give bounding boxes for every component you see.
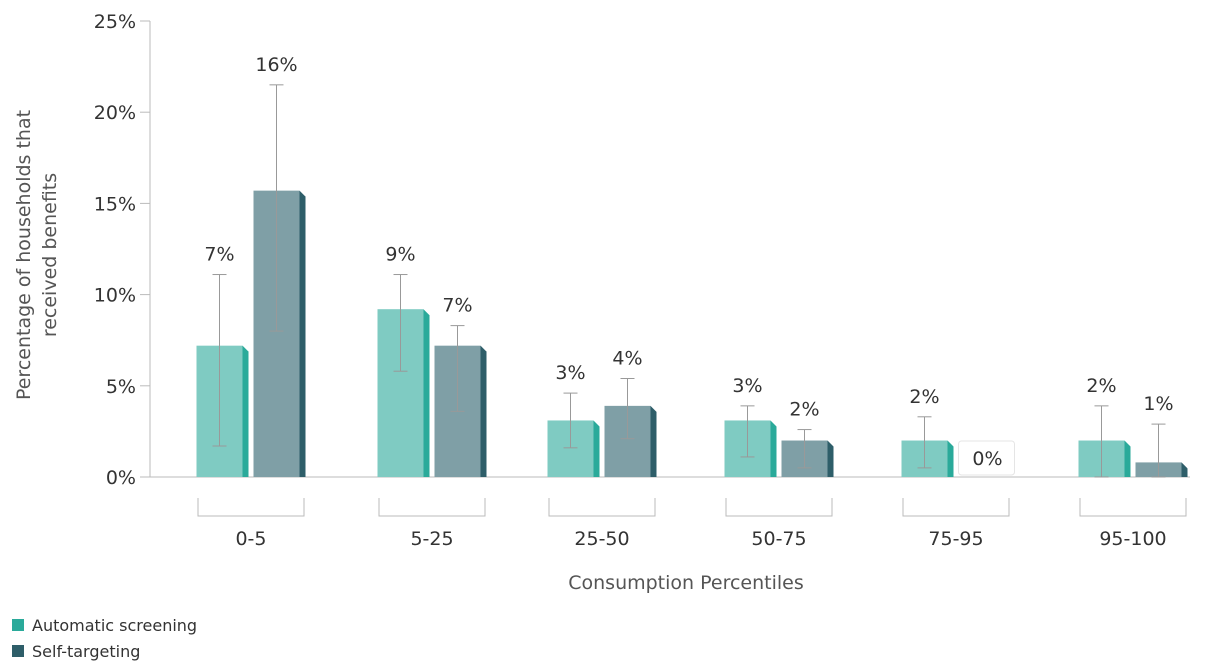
legend-label-self-targeting: Self-targeting [32,641,141,661]
bar-chart: 0% 5% 10% 15% 20% 25% 7% 16% 9% 7% 3% 4% 3% 2% 2% 0% 2%… [13,11,1190,594]
bar-side-self-targeting [650,405,657,477]
x-tick-label: 5-25 [410,528,453,550]
legend: Automatic screening Self-targeting [12,612,197,664]
data-label-self-targeting: 2% [789,399,819,421]
data-label-self-targeting: 4% [612,348,642,370]
data-label-self-targeting: 7% [442,295,472,317]
bar-side-automatic-screening [1124,440,1131,477]
bar-side-automatic-screening [770,420,777,477]
bar-side-automatic-screening [423,309,430,477]
x-tick-label: 50-75 [751,528,806,550]
y-tick-label: 15% [94,193,136,215]
legend-item-automatic-screening: Automatic screening [12,612,197,638]
legend-item-self-targeting: Self-targeting [12,638,197,664]
data-label-automatic-screening: 7% [204,244,234,266]
bar-side-automatic-screening [593,420,600,477]
x-tick-label: 75-95 [928,528,983,550]
bar-side-self-targeting [1181,462,1188,477]
data-label-automatic-screening: 3% [555,362,585,384]
x-axis-title: Consumption Percentiles [568,572,804,594]
bar-side-self-targeting [299,190,306,477]
y-tick-label: 5% [106,376,136,398]
y-axis-title-line-2: received benefits [39,173,61,337]
x-tick-label: 0-5 [235,528,266,550]
y-tick-label: 25% [94,11,136,33]
bar-side-automatic-screening [947,440,954,477]
category-bracket [902,498,1010,517]
category-bracket [378,498,486,517]
data-label-automatic-screening: 9% [385,244,415,266]
bars-group: 7% 16% 9% 7% 3% 4% 3% 2% 2% 0% 2% 1% [196,54,1188,478]
bar-side-self-targeting [480,345,487,477]
legend-label-automatic-screening: Automatic screening [32,615,198,635]
category-bracket [1079,498,1187,517]
legend-swatch-automatic-screening [12,619,24,631]
x-tick-label: 95-100 [1099,528,1166,550]
data-label-self-targeting: 0% [972,448,1002,470]
data-label-automatic-screening: 2% [909,386,939,408]
zero-label-box [958,440,1015,476]
x-tick-label: 25-50 [574,528,629,550]
category-bracket [725,498,833,517]
y-tick-label: 10% [94,285,136,307]
y-axis: 0% 5% 10% 15% 20% 25% [94,11,1190,489]
bar-side-self-targeting [827,440,834,477]
legend-swatch-self-targeting [12,645,24,657]
category-bracket [548,498,656,517]
data-label-automatic-screening: 3% [732,375,762,397]
data-label-automatic-screening: 2% [1086,375,1116,397]
y-tick-label: 20% [94,102,136,124]
data-label-self-targeting: 1% [1143,393,1173,415]
category-bracket [197,498,305,517]
y-axis-title-line-1: Percentage of households that [13,110,35,400]
x-axis: 0-5 5-25 25-50 50-75 75-95 95-100 [197,498,1187,550]
y-tick-label: 0% [106,467,136,489]
bar-side-automatic-screening [242,345,249,477]
data-label-self-targeting: 16% [255,54,297,76]
